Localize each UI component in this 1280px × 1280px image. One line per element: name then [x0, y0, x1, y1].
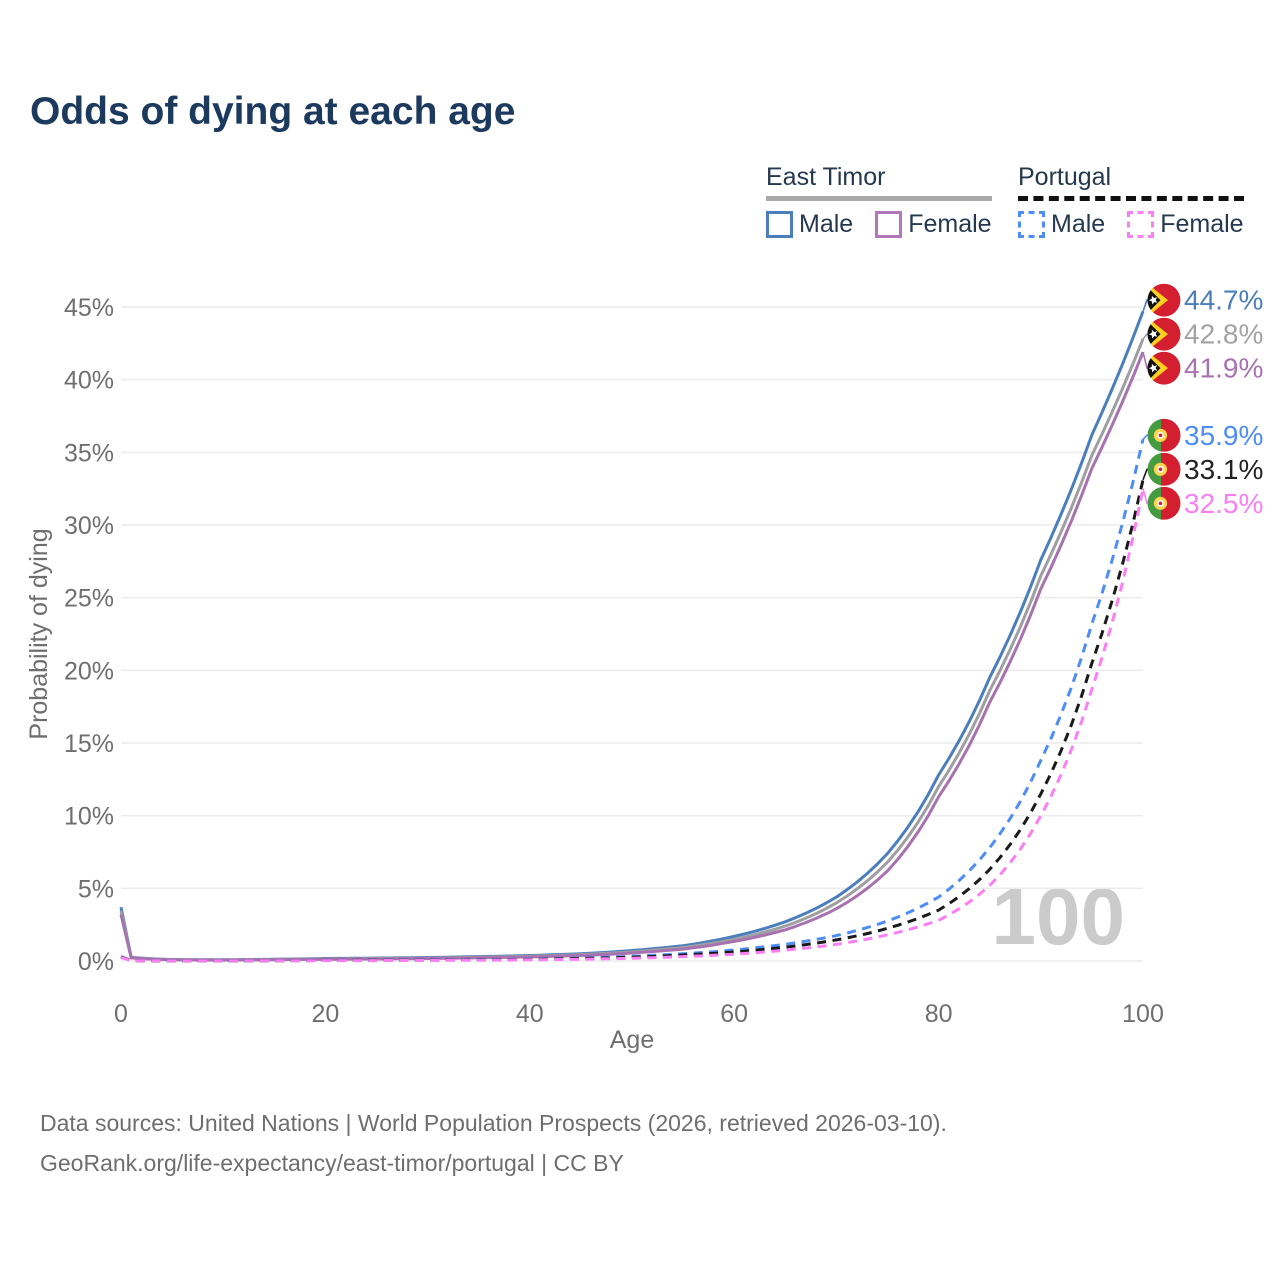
east-timor-flag-icon	[1147, 317, 1181, 351]
female-solid-swatch	[875, 211, 903, 238]
y-tick-label: 15%	[64, 730, 114, 758]
legend-group-portugal: Portugal Male Female	[1018, 163, 1244, 239]
male-dashed-swatch	[1018, 211, 1045, 238]
series-line[interactable]	[119, 310, 1145, 962]
legend-item-label: Male	[1051, 210, 1106, 238]
male-solid-swatch	[766, 211, 793, 238]
x-tick-label: 80	[925, 1000, 953, 1028]
x-tick-label: 20	[311, 1000, 339, 1028]
series-line[interactable]	[119, 338, 1145, 962]
x-tick-label: 100	[1122, 1000, 1164, 1028]
solid-line-swatch	[766, 196, 992, 201]
attribution-text: GeoRank.org/life-expectancy/east-timor/p…	[40, 1150, 624, 1176]
female-dashed-swatch	[1127, 211, 1155, 238]
legend-item-label: Female	[908, 210, 992, 238]
legend-group-east-timor: East Timor Male Female	[766, 163, 992, 239]
age-watermark: 100	[992, 872, 1125, 961]
y-tick-label: 0%	[78, 948, 114, 976]
series-line[interactable]	[120, 488, 1145, 963]
y-tick-label: 45%	[64, 294, 114, 322]
portugal-flag-icon	[1147, 486, 1181, 520]
y-tick-label: 20%	[64, 657, 114, 685]
y-tick-label: 40%	[64, 367, 114, 395]
legend-item-label: Female	[1160, 210, 1244, 238]
dashed-line-swatch	[1018, 196, 1244, 201]
legend-item-portugal-male[interactable]: Male	[1018, 210, 1105, 239]
y-tick-label: 30%	[64, 512, 114, 540]
legend-group-label: Portugal	[1018, 163, 1112, 191]
series-end-value: 35.9%	[1184, 420, 1263, 451]
east-timor-flag-icon	[1147, 351, 1181, 385]
legend-item-portugal-female[interactable]: Female	[1127, 210, 1244, 239]
x-tick-label: 40	[516, 1000, 544, 1028]
legend-item-east-timor-female[interactable]: Female	[875, 210, 992, 239]
y-axis-title: Probability of dying	[25, 528, 53, 739]
portugal-flag-icon	[1147, 418, 1181, 452]
x-tick-label: 0	[114, 1000, 128, 1028]
data-sources-text: Data sources: United Nations | World Pop…	[40, 1110, 947, 1136]
x-tick-label: 60	[720, 1000, 748, 1028]
series-end-value: 32.5%	[1184, 488, 1263, 519]
legend: East Timor Male Female Portugal Male	[0, 163, 1280, 243]
y-tick-label: 10%	[64, 803, 114, 831]
y-tick-label: 35%	[64, 439, 114, 467]
series-end-value: 33.1%	[1184, 454, 1263, 485]
series-end-value: 41.9%	[1184, 353, 1263, 384]
page-title: Odds of dying at each age	[30, 90, 516, 133]
x-axis-title: Age	[610, 1026, 654, 1054]
series-end-value: 42.8%	[1184, 319, 1263, 350]
y-tick-label: 25%	[64, 585, 114, 613]
series-end-value: 44.7%	[1184, 285, 1263, 316]
y-tick-label: 5%	[78, 875, 114, 903]
legend-item-east-timor-male[interactable]: Male	[766, 210, 853, 239]
legend-item-label: Male	[799, 210, 854, 238]
portugal-flag-icon	[1147, 452, 1181, 486]
legend-group-label: East Timor	[766, 163, 886, 191]
east-timor-flag-icon	[1147, 283, 1181, 317]
